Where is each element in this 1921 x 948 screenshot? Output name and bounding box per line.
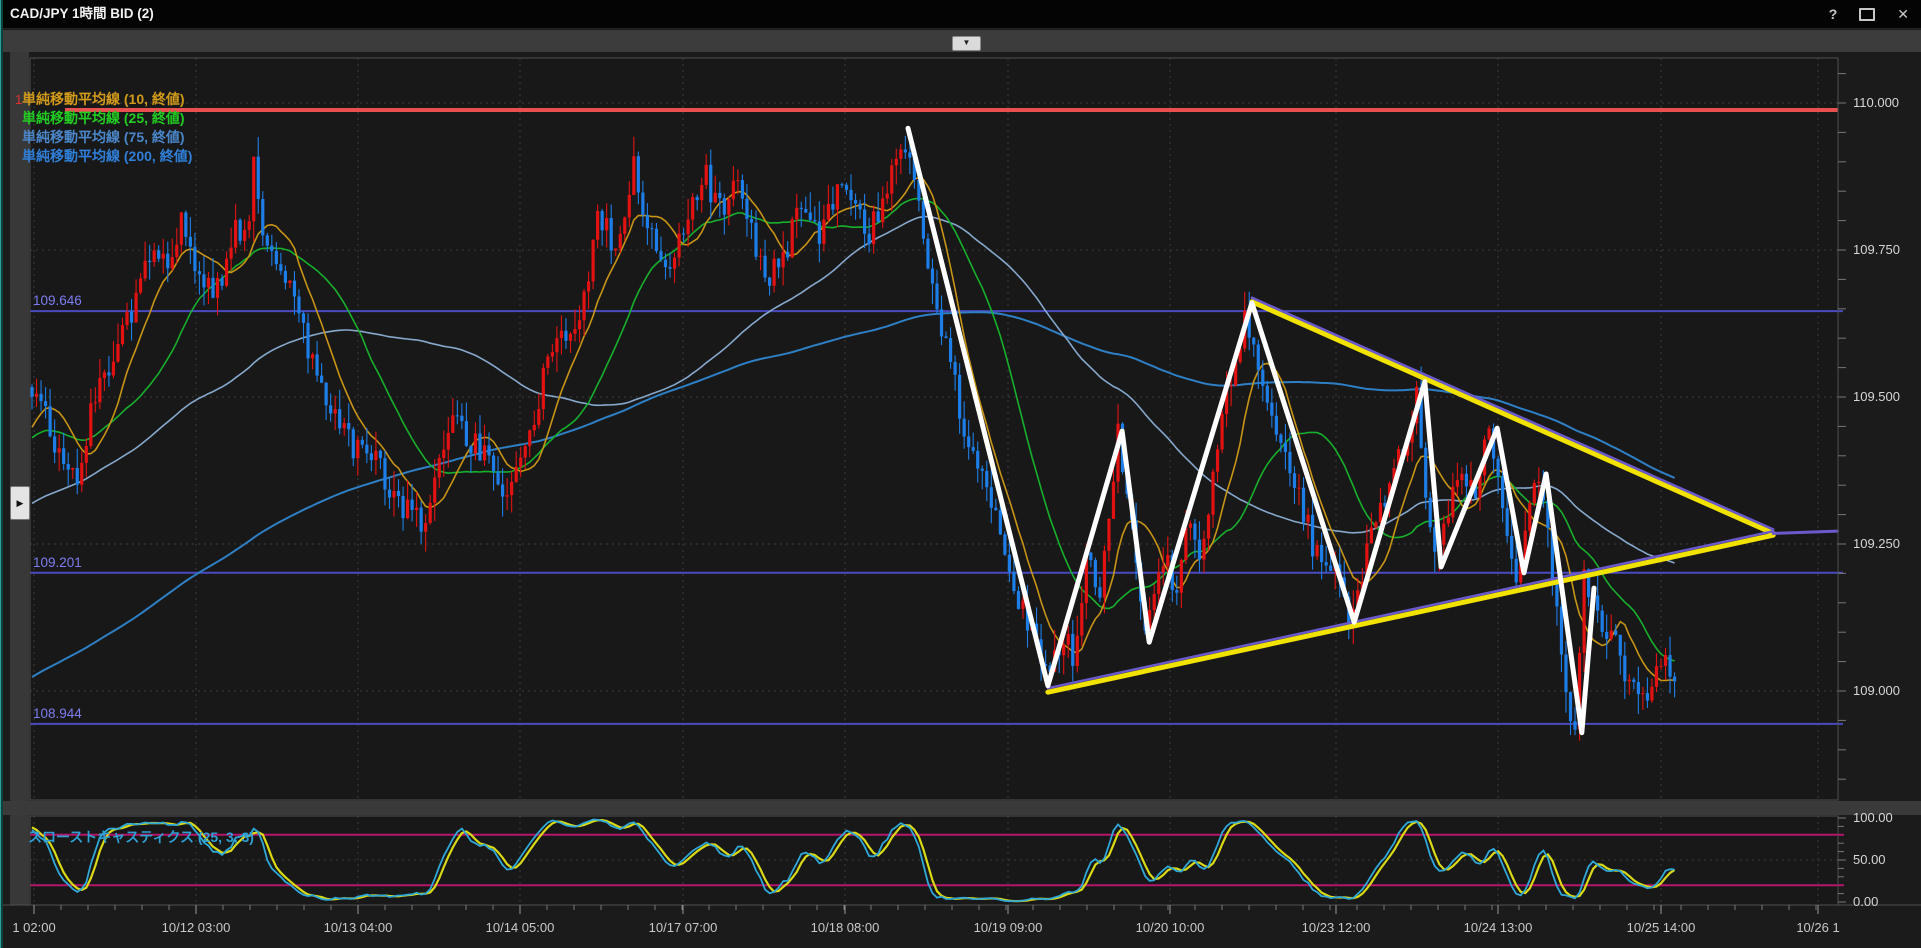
time-axis-label: 10/23 12:00 <box>1302 920 1371 935</box>
chart-toolbar: ▼ <box>0 28 1921 54</box>
window-controls: ? ✕ <box>1829 0 1909 28</box>
legend-item: 単純移動平均線 (200, 終値) <box>22 148 192 164</box>
toolbar-collapse-button[interactable]: ▼ <box>952 36 981 51</box>
price-axis-label: 109.000 <box>1853 683 1900 698</box>
legend-item: 単純移動平均線 (75, 終値) <box>22 129 185 145</box>
time-axis-label: 10/19 09:00 <box>974 920 1043 935</box>
price-axis-label: 109.250 <box>1853 536 1900 551</box>
window-title: CAD/JPY 1時間 BID (2) <box>10 6 154 21</box>
sidebar-expand-handle[interactable]: ▶ <box>10 486 30 520</box>
drawing-overlays[interactable] <box>905 125 1839 736</box>
time-axis-label: 10/25 14:00 <box>1627 920 1696 935</box>
time-axis-label: 10/13 04:00 <box>324 920 393 935</box>
price-level-label: 109.646 <box>33 293 82 308</box>
panel-splitter[interactable] <box>3 801 1921 815</box>
triangle-upper-trendline <box>1249 299 1776 536</box>
time-axis-label: 1 02:00 <box>12 920 55 935</box>
price-axis-label: 109.750 <box>1853 242 1900 257</box>
zigzag-annotation <box>905 125 1597 736</box>
window-left-border <box>0 0 3 948</box>
stoch-axis-label: 50.00 <box>1853 852 1886 867</box>
stoch-axis-label: 0.00 <box>1853 894 1878 909</box>
time-axis-label: 10/17 07:00 <box>649 920 718 935</box>
price-axis-label: 110.000 <box>1853 95 1899 110</box>
time-axis-label: 10/18 08:00 <box>811 920 880 935</box>
time-axis[interactable]: 1 02:00 10/12 03:00 10/13 04:00 10/14 05:00… <box>12 905 1840 935</box>
close-icon[interactable]: ✕ <box>1897 5 1909 22</box>
stoch-legend-label: スローストキャスティクス (25, 3, 3) <box>28 829 254 845</box>
gridlines <box>30 58 1838 905</box>
stoch-d-line <box>31 818 1676 903</box>
triangle-apex-extension <box>1771 529 1839 535</box>
time-axis-label: 10/24 13:00 <box>1464 920 1533 935</box>
indicator-legend: 1 単純移動平均線 (10, 終値) 単純移動平均線 (25, 終値) 単純移動平均線… <box>15 91 192 164</box>
price-axis-label: 109.500 <box>1853 389 1900 404</box>
stoch-axis-label: 100.00 <box>1853 810 1893 825</box>
moving-averages <box>31 177 1676 682</box>
sma-25-line <box>31 197 1675 662</box>
time-axis-label: 10/12 03:00 <box>162 920 231 935</box>
sma-200-line <box>31 311 1676 678</box>
price-level-label: 109.201 <box>33 555 82 570</box>
panel-borders <box>3 57 1921 906</box>
legend-item: 単純移動平均線 (25, 終値) <box>22 110 185 126</box>
maximize-icon[interactable] <box>1859 7 1876 21</box>
time-axis-label: 10/14 05:00 <box>486 920 555 935</box>
time-axis-label: 10/20 10:00 <box>1136 920 1205 935</box>
sma-75-line <box>31 215 1675 564</box>
stochastic-series <box>31 818 1676 903</box>
help-icon[interactable]: ? <box>1828 6 1838 22</box>
price-axis[interactable]: 110.000 109.750 109.500 109.250 109.000 100.0… <box>1838 73 1900 909</box>
price-level-label: 108.944 <box>33 706 82 721</box>
drawing-marker-label: 1 <box>15 92 22 107</box>
window-titlebar: CAD/JPY 1時間 BID (2) ? ✕ <box>0 0 1921 29</box>
triangle-lower-trendline <box>1045 532 1776 695</box>
time-axis-label: 10/26 1 <box>1796 920 1839 935</box>
sma-10-line <box>31 177 1675 682</box>
stoch-k-line <box>31 818 1675 903</box>
legend-item: 単純移動平均線 (10, 終値) <box>22 91 185 107</box>
